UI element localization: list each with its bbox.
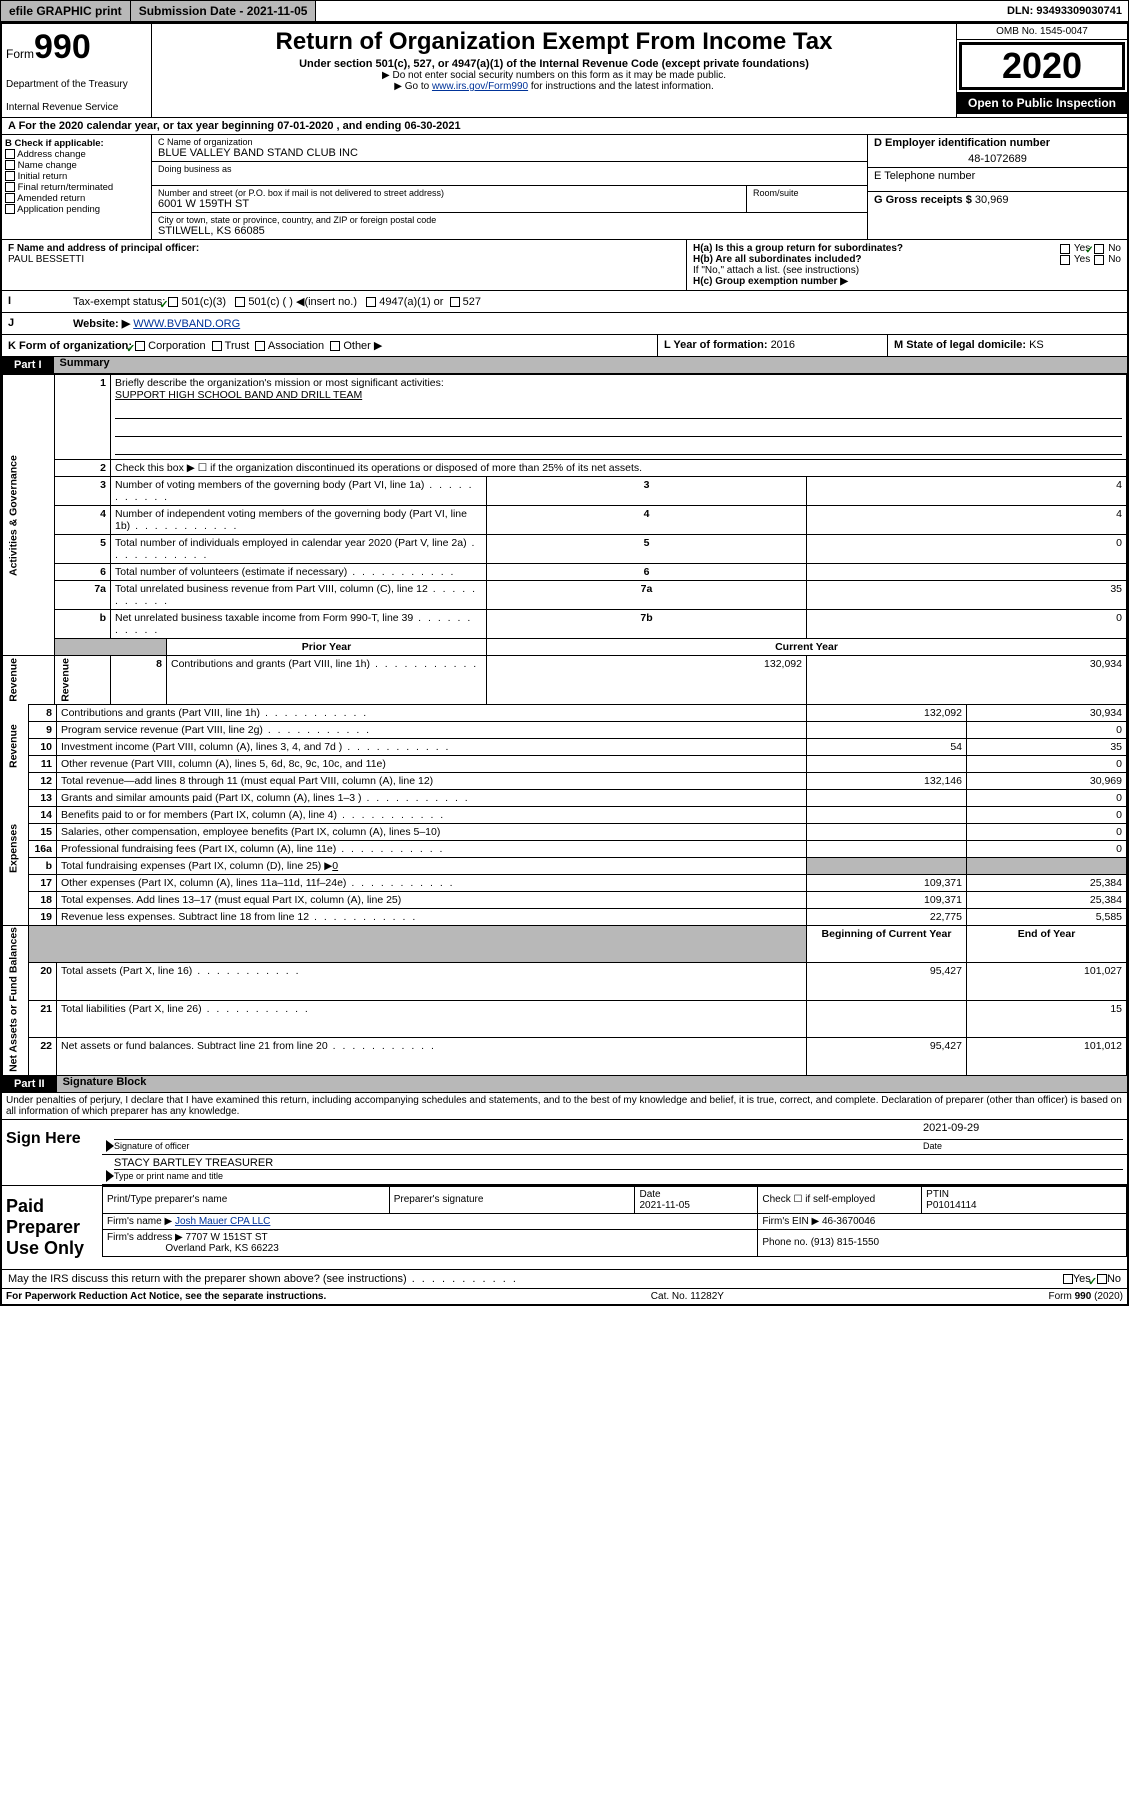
firm-link[interactable]: Josh Mauer CPA LLC <box>175 1216 270 1227</box>
501c3-check <box>168 297 178 307</box>
form-header: Form990 Department of the Treasury Inter… <box>2 24 1127 118</box>
form-subtitle: Under section 501(c), 527, or 4947(a)(1)… <box>156 58 952 70</box>
pra-notice: For Paperwork Reduction Act Notice, see … <box>6 1291 326 1302</box>
form-footer: Form 990 (2020) <box>1049 1291 1123 1302</box>
group-return-no <box>1094 244 1104 254</box>
omb-no: OMB No. 1545-0047 <box>957 24 1127 40</box>
corp-check <box>135 341 145 351</box>
sig-arrow-icon <box>106 1170 114 1182</box>
note-ssn: ▶ Do not enter social security numbers o… <box>156 70 952 81</box>
sig-arrow-icon <box>106 1140 114 1152</box>
ein: 48-1072689 <box>874 149 1121 165</box>
tax-period: A For the 2020 calendar year, or tax yea… <box>2 118 1127 135</box>
year-formation: 2016 <box>771 339 795 351</box>
sidebar-ag: Activities & Governance <box>3 375 55 656</box>
sign-here: Sign Here <box>2 1120 102 1185</box>
form-title: Return of Organization Exempt From Incom… <box>156 28 952 56</box>
dln: DLN: 93493309030741 <box>1001 3 1128 19</box>
tax-year: 2020 <box>959 42 1125 90</box>
submission-date: Submission Date - 2021-11-05 <box>131 1 317 21</box>
open-inspection: Open to Public Inspection <box>957 92 1127 114</box>
irs: Internal Revenue Service <box>6 102 147 113</box>
cat-no: Cat. No. 11282Y <box>651 1291 724 1302</box>
officer-name: STACY BARTLEY TREASURER <box>114 1157 1123 1170</box>
sidebar-rev: Revenue <box>55 656 111 705</box>
gross-receipts: 30,969 <box>975 194 1009 206</box>
form-number: 990 <box>34 28 91 66</box>
city: STILWELL, KS 66085 <box>158 225 861 237</box>
penalty-text: Under penalties of perjury, I declare th… <box>2 1093 1127 1119</box>
irs-link[interactable]: www.irs.gov/Form990 <box>432 81 528 92</box>
form-label: Form <box>6 47 34 61</box>
org-name: BLUE VALLEY BAND STAND CLUB INC <box>158 147 861 159</box>
v3: 4 <box>807 477 1127 506</box>
paid-preparer: Paid Preparer Use Only <box>2 1186 102 1269</box>
ptin: P01014114 <box>926 1200 976 1211</box>
discuss-no <box>1097 1274 1107 1284</box>
part1-hdr: Part I <box>2 357 54 373</box>
efile-print-btn[interactable]: efile GRAPHIC print <box>1 1 131 21</box>
top-bar: efile GRAPHIC print Submission Date - 20… <box>0 0 1129 22</box>
officer: PAUL BESSETTI <box>8 254 84 265</box>
dept: Department of the Treasury <box>6 79 147 90</box>
website-link[interactable]: WWW.BVBAND.ORG <box>133 318 240 330</box>
section-b: B Check if applicable: Address change Na… <box>2 135 152 239</box>
street: 6001 W 159TH ST <box>158 198 740 210</box>
sig-date: 2021-09-29 <box>923 1122 1123 1140</box>
part2-hdr: Part II <box>2 1076 57 1092</box>
state-domicile: KS <box>1029 339 1044 351</box>
mission: SUPPORT HIGH SCHOOL BAND AND DRILL TEAM <box>115 389 362 401</box>
